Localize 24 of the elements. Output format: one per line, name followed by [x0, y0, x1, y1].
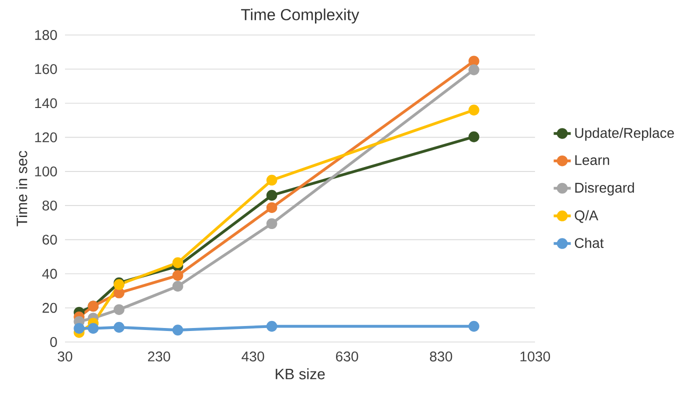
y-tick-label: 120: [35, 132, 57, 142]
legend-label: Update/Replace: [575, 128, 674, 141]
legend-label: Q/A: [574, 210, 598, 223]
y-tick-label: 60: [42, 234, 57, 245]
legend-label: Learn: [575, 155, 610, 166]
y-tick-label: 80: [42, 200, 57, 211]
x-tick-label: 830: [430, 352, 452, 362]
y-axis-title: Time in sec: [16, 150, 28, 226]
legend-label: Disregard: [575, 182, 634, 196]
x-tick-label: 1030: [520, 352, 550, 362]
y-tick-label: 180: [35, 30, 57, 40]
y-tick-label: 20: [42, 302, 57, 313]
y-tick-label: 0: [50, 337, 57, 347]
x-tick-label: 30: [58, 352, 72, 362]
y-tick-label: 100: [35, 166, 57, 176]
y-tick-label: 140: [35, 98, 57, 108]
chart-title: Time Complexity: [241, 8, 360, 24]
legend-label: Chat: [574, 238, 604, 248]
y-tick-label: 160: [35, 64, 57, 74]
x-tick-label: 230: [148, 352, 170, 362]
x-tick-label: 630: [336, 352, 358, 362]
y-tick-label: 40: [42, 268, 57, 279]
x-tick-label: 430: [242, 352, 264, 362]
x-axis-title: KB size: [276, 368, 325, 380]
